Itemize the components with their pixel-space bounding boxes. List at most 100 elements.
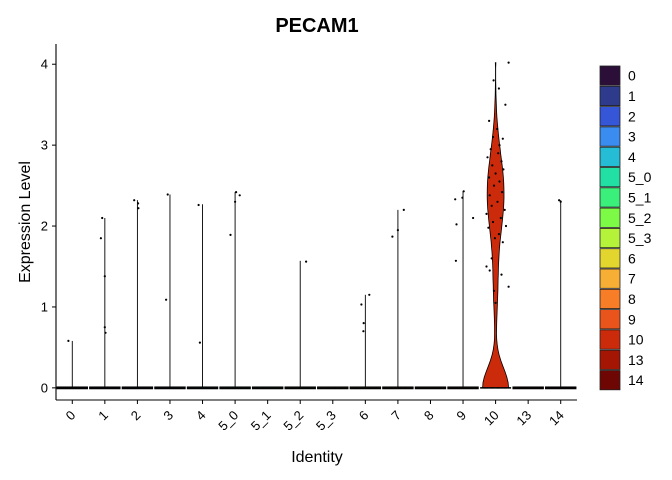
legend-item-4: 4 [599, 146, 636, 167]
data-point [444, 386, 447, 389]
legend-label: 8 [628, 291, 636, 307]
data-point [314, 386, 316, 389]
data-point [229, 233, 232, 236]
legend-swatch [599, 349, 621, 370]
data-point [491, 135, 495, 139]
legend-swatch [599, 126, 621, 147]
legend-label: 13 [628, 352, 644, 368]
data-point [305, 260, 308, 263]
legend-item-8: 8 [599, 288, 636, 309]
jitter-zero-5_1 [252, 386, 284, 389]
data-point [472, 216, 475, 220]
data-point [248, 386, 251, 389]
data-point [488, 269, 491, 272]
data-point [360, 303, 363, 306]
legend-swatch [599, 288, 621, 309]
legend-swatch [599, 146, 621, 167]
legend-item-0: 0 [599, 65, 636, 86]
data-point [485, 265, 488, 268]
x-tick-label: 14 [546, 408, 567, 429]
legend-swatch [599, 167, 621, 188]
x-axis: 0 1 2 3 4 5_0 5_1 5_2 5_3 6 7 8 9 10 13 14 [56, 399, 577, 434]
legend-item-10: 10 [599, 329, 644, 350]
x-tick-label: 1 [95, 408, 111, 424]
legend-label: 6 [628, 250, 636, 266]
legend-label: 5_0 [628, 169, 652, 185]
legend-swatch [599, 248, 621, 269]
data-point [493, 237, 496, 240]
legend-swatch [599, 85, 621, 107]
data-point [234, 200, 237, 203]
jitter-zero-5_3 [317, 386, 349, 389]
x-tick-label: 5_2 [280, 408, 306, 434]
x-tick-label: 10 [481, 408, 502, 429]
legend-label: 9 [628, 311, 636, 327]
violin-6 [349, 293, 382, 390]
legend-item-13: 13 [599, 349, 644, 370]
data-point [559, 200, 562, 203]
legend-swatch [599, 106, 621, 127]
data-point [137, 207, 140, 210]
violin-3 [154, 193, 186, 390]
y-axis-title: Expression Level [17, 161, 34, 283]
jitter-zero-14 [545, 386, 577, 389]
data-point [368, 293, 371, 296]
violin-5_3 [317, 386, 349, 390]
jitter-zero-8 [414, 386, 447, 389]
chart-title: PECAM1 [275, 15, 358, 37]
legend-swatch [599, 370, 621, 391]
data-point [507, 61, 510, 64]
data-point [346, 386, 349, 389]
data-point [492, 79, 495, 82]
data-point [454, 198, 457, 201]
legend-item-6: 6 [599, 248, 636, 269]
legend-label: 7 [628, 271, 636, 287]
legend-item-9: 9 [599, 309, 636, 330]
data-point [492, 184, 496, 187]
data-point [500, 273, 503, 276]
legend-item-7: 7 [599, 268, 636, 289]
violin-5_0 [219, 191, 251, 390]
data-point [504, 224, 508, 228]
y-tick-label: 0 [41, 380, 48, 395]
data-point [503, 208, 506, 211]
y-tick-label: 3 [41, 138, 48, 153]
data-point [507, 285, 510, 288]
data-point [485, 212, 488, 215]
data-point [396, 229, 399, 232]
data-point [490, 257, 493, 260]
data-point [542, 386, 544, 389]
x-tick-label: 8 [421, 408, 437, 424]
legend: 0 1 2 3 4 5_0 5_1 5_2 5_3 6 7 8 9 10 13 14 [599, 65, 652, 391]
data-point [216, 386, 219, 389]
data-point [501, 241, 504, 244]
violin-4 [186, 203, 219, 390]
x-tick-label: 6 [356, 408, 372, 424]
data-point [411, 386, 414, 389]
legend-item-5_3: 5_3 [599, 227, 652, 249]
legend-item-2: 2 [599, 106, 636, 127]
data-point [461, 196, 464, 199]
data-point [497, 152, 500, 155]
data-point [101, 216, 104, 220]
data-point [198, 341, 201, 344]
data-point [500, 160, 503, 163]
jitter-zero-13 [512, 386, 544, 389]
data-point [104, 331, 107, 334]
jitter-zero-3 [154, 386, 186, 389]
jitter-zero-5_2 [284, 386, 316, 389]
data-point [489, 148, 492, 151]
x-tick-label: 3 [160, 408, 176, 424]
data-point [494, 172, 497, 175]
violin-1 [89, 216, 121, 390]
data-point [487, 226, 490, 229]
data-point [86, 386, 88, 389]
legend-swatch [599, 227, 621, 249]
data-point [165, 298, 168, 301]
legend-label: 1 [628, 88, 636, 104]
legend-item-5_0: 5_0 [599, 167, 652, 188]
legend-swatch [599, 268, 621, 289]
data-point [494, 301, 497, 304]
legend-swatch [599, 329, 621, 350]
